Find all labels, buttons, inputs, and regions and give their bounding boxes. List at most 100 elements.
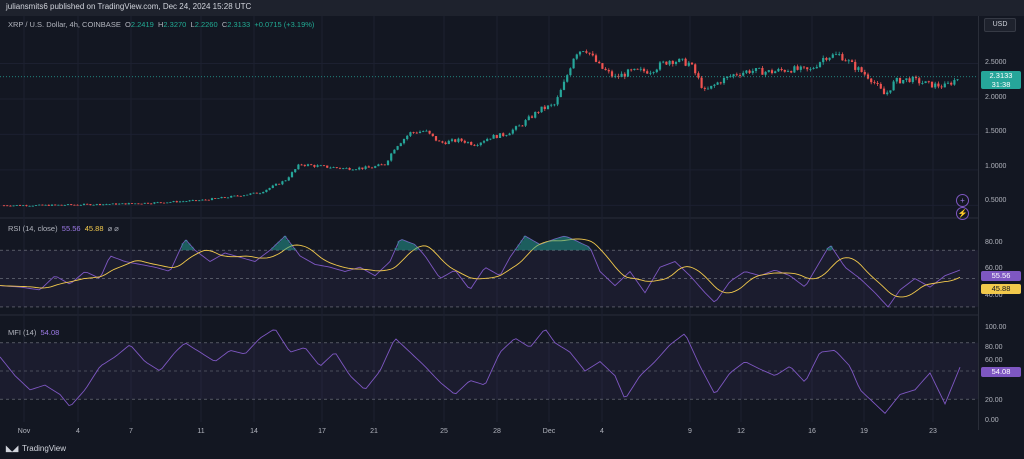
- candle: [857, 67, 860, 70]
- candle: [678, 58, 681, 63]
- candle: [556, 97, 559, 105]
- candle: [486, 139, 489, 142]
- add-indicator-icon[interactable]: +: [956, 194, 969, 207]
- candle: [239, 195, 242, 197]
- candle: [9, 205, 12, 207]
- price-scale[interactable]: 2.5000 2.0000 1.5000 1.0000 0.5000 2.313…: [978, 16, 1024, 430]
- rsi-legend[interactable]: RSI (14, close) 55.56 45.88 ⌀ ⌀: [8, 224, 119, 233]
- candle: [530, 116, 534, 118]
- candle: [623, 73, 626, 77]
- candle: [12, 205, 15, 207]
- candle: [86, 203, 89, 205]
- candle: [495, 135, 498, 138]
- candle: [594, 55, 598, 62]
- candle: [879, 83, 882, 89]
- x-tick: Nov: [17, 428, 31, 435]
- candle: [265, 189, 268, 192]
- candle: [812, 68, 815, 70]
- candle: [700, 77, 703, 88]
- candle: [838, 54, 841, 55]
- candle: [252, 192, 255, 194]
- candle: [934, 83, 937, 88]
- candle: [60, 204, 63, 206]
- candle: [306, 164, 310, 166]
- candle: [498, 133, 502, 138]
- candle: [114, 203, 118, 205]
- chart-area[interactable]: XRP / U.S. Dollar, 4h, COINBASE O2.2419 …: [0, 16, 978, 430]
- candle: [895, 77, 898, 82]
- candle: [639, 68, 642, 70]
- price-tick: 2.5000: [985, 59, 1007, 66]
- candle: [470, 142, 473, 145]
- candle: [457, 138, 460, 142]
- candle: [79, 204, 82, 206]
- publish-bar: juliansmits6 published on TradingView.co…: [0, 0, 1024, 16]
- candle: [674, 62, 678, 65]
- candle: [514, 126, 518, 130]
- candle: [297, 164, 300, 170]
- candle: [601, 63, 604, 69]
- candle: [540, 106, 543, 113]
- candle: [562, 81, 566, 90]
- candle: [2, 205, 6, 207]
- candle: [124, 203, 127, 205]
- candle: [255, 192, 258, 194]
- candle: [313, 165, 316, 167]
- candle: [854, 61, 857, 70]
- candle: [287, 177, 290, 181]
- lightning-icon[interactable]: ⚡: [956, 207, 969, 220]
- candle: [105, 204, 108, 206]
- candle: [850, 60, 854, 62]
- mfi-line: [0, 329, 961, 414]
- candle: [790, 71, 793, 73]
- candle: [348, 167, 351, 170]
- change-value: +0.0715 (+3.19%): [254, 20, 315, 29]
- candle: [335, 167, 338, 168]
- candle: [847, 60, 850, 62]
- candle: [268, 187, 271, 190]
- candle: [358, 167, 361, 170]
- price-pane[interactable]: [0, 16, 978, 430]
- candle: [918, 78, 921, 84]
- candle: [271, 185, 274, 188]
- candle: [150, 203, 153, 205]
- candle: [223, 197, 226, 198]
- candle: [70, 204, 73, 206]
- candle: [729, 76, 732, 78]
- candle: [684, 58, 687, 66]
- candle: [764, 71, 767, 75]
- x-tick: 23: [929, 428, 937, 435]
- currency-button[interactable]: USD: [984, 18, 1016, 32]
- candle: [194, 199, 198, 201]
- mfi-legend[interactable]: MFI (14) 54.08: [8, 328, 59, 337]
- x-tick: 4: [76, 428, 80, 435]
- candle: [95, 204, 98, 205]
- candle: [780, 68, 783, 71]
- candle: [294, 169, 297, 173]
- candle: [681, 58, 684, 60]
- candle: [806, 67, 809, 70]
- candle: [118, 203, 121, 205]
- candle: [431, 133, 434, 137]
- candle: [351, 169, 354, 171]
- candle: [815, 66, 818, 69]
- candle: [566, 75, 569, 82]
- candle: [831, 54, 834, 58]
- candle: [146, 202, 150, 204]
- candle: [92, 204, 95, 206]
- candle: [953, 80, 956, 85]
- bar-countdown: 31:38: [991, 80, 1011, 89]
- candle: [111, 203, 114, 205]
- rsi-icons[interactable]: ⌀ ⌀: [107, 224, 119, 233]
- candle: [748, 70, 751, 73]
- l-label: L: [190, 20, 195, 29]
- candle: [166, 202, 169, 204]
- candle: [937, 83, 940, 87]
- x-tick: 17: [318, 428, 326, 435]
- candle: [911, 76, 914, 83]
- candle: [607, 70, 610, 72]
- tradingview-logo-icon: ◣◢: [6, 444, 19, 453]
- rsi-ma-line: [0, 238, 961, 298]
- candle: [690, 62, 694, 65]
- candle: [434, 136, 438, 141]
